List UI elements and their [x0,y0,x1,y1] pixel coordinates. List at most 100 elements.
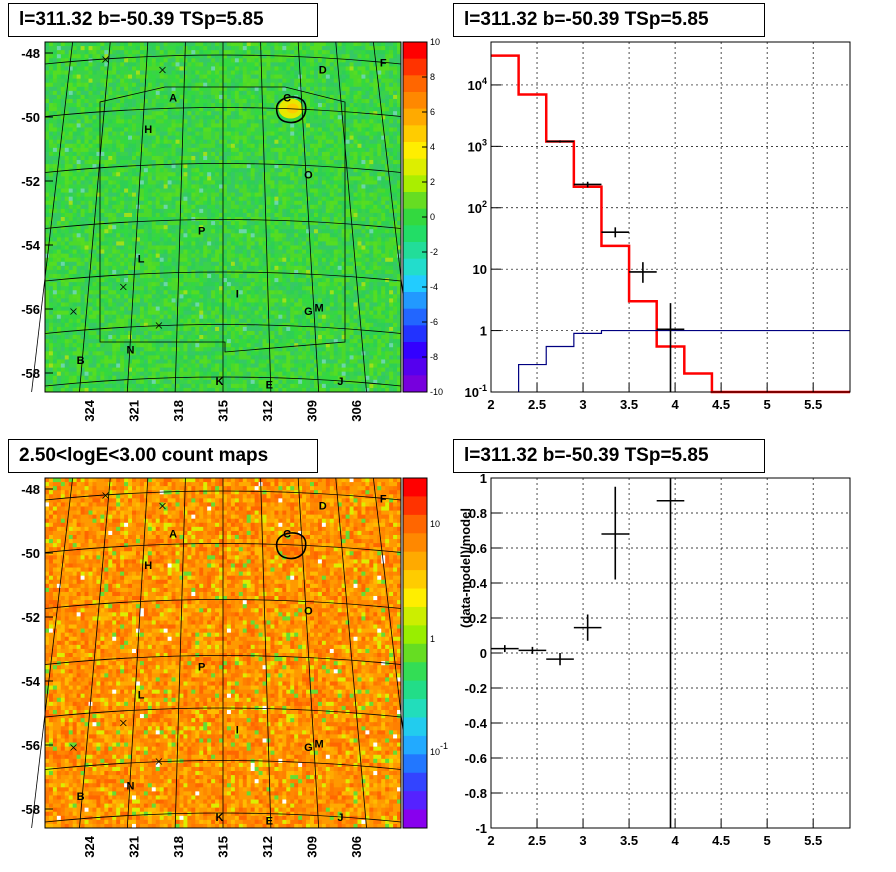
map-pixel [191,310,196,316]
map-pixel [167,155,172,161]
map-pixel [112,261,117,267]
map-pixel [116,139,121,145]
map-pixel [187,82,192,88]
map-pixel [45,310,50,316]
map-pixel [203,70,208,75]
map-pixel [147,330,153,336]
map-pixel [48,180,54,185]
map-pixel [234,208,240,214]
map-pixel [159,302,165,307]
map-pixel [45,90,50,96]
map-pixel [223,155,228,161]
map-pixel [219,253,224,259]
map-pixel [191,245,196,250]
map-pixel [230,322,236,328]
map-pixel [120,160,125,165]
map-pixel [226,221,232,226]
map-pixel [52,253,58,259]
map-pixel [48,302,54,307]
map-pixel [100,192,105,198]
map-pixel [147,225,153,230]
map-pixel [68,119,74,124]
map-pixel [116,367,121,373]
map-pixel [143,196,149,202]
map-pixel [124,86,129,92]
map-pixel [207,115,212,120]
map-pixel [45,119,50,124]
map-pixel [48,339,54,344]
map-pixel [96,180,101,185]
map-pixel [183,111,188,116]
map-pixel [151,387,157,393]
map-pixel [104,188,109,193]
map-pixel [175,188,180,193]
map-pixel [132,131,137,137]
map-pixel [167,387,172,393]
map-pixel [68,273,74,279]
map-pixel [104,233,109,238]
map-pixel [238,318,244,324]
map-pixel [207,221,212,226]
map-pixel [250,204,256,210]
map-pixel [155,306,161,312]
map-pixel [238,90,244,96]
map-pixel [211,257,216,263]
map-pixel [215,111,220,116]
map-pixel [80,225,85,230]
map-pixel [151,343,157,348]
map-pixel [92,204,97,210]
map-pixel [48,261,54,267]
map-pixel [48,147,54,153]
map-pixel [112,278,117,283]
map-pixel [116,314,121,320]
map-pixel [211,298,216,303]
map-pixel [72,339,78,344]
map-pixel [56,70,62,75]
map-pixel [147,135,153,141]
map-pixel [159,257,165,263]
map-pixel [147,322,153,328]
map-pixel [128,355,133,360]
map-pixel [195,387,200,393]
map-pixel [195,217,200,222]
map-pixel [76,143,81,149]
map-pixel [72,282,78,287]
map-pixel [120,208,125,214]
map-pixel [139,367,145,373]
map-pixel [195,363,200,368]
map-pixel [76,208,81,214]
map-pixel [219,306,224,312]
map-pixel [191,127,196,132]
map-pixel [270,347,275,352]
map-pixel [155,78,161,84]
map-pixel [124,322,129,328]
map-pixel [45,86,50,92]
map-pixel [211,335,216,340]
map-pixel [254,306,259,312]
map-pixel [266,123,271,128]
map-pixel [124,147,129,153]
map-pixel [147,212,153,218]
map-pixel [266,245,271,250]
map-pixel [45,241,50,246]
map-pixel [175,269,180,275]
map-pixel [68,151,74,157]
map-pixel [191,318,196,324]
map-pixel [147,233,153,238]
map-pixel [64,257,70,263]
map-pixel [179,98,184,104]
map-pixel [108,379,113,385]
map-pixel [262,253,267,259]
map-pixel [60,204,66,210]
map-pixel [199,318,204,324]
map-pixel [124,229,129,234]
map-pixel [195,233,200,238]
map-pixel [223,208,228,214]
map-pixel [183,290,188,295]
map-pixel [120,107,125,112]
map-pixel [262,237,267,242]
map-pixel [132,221,137,226]
map-pixel [270,290,275,295]
map-pixel [80,257,85,263]
map-pixel [258,379,263,385]
